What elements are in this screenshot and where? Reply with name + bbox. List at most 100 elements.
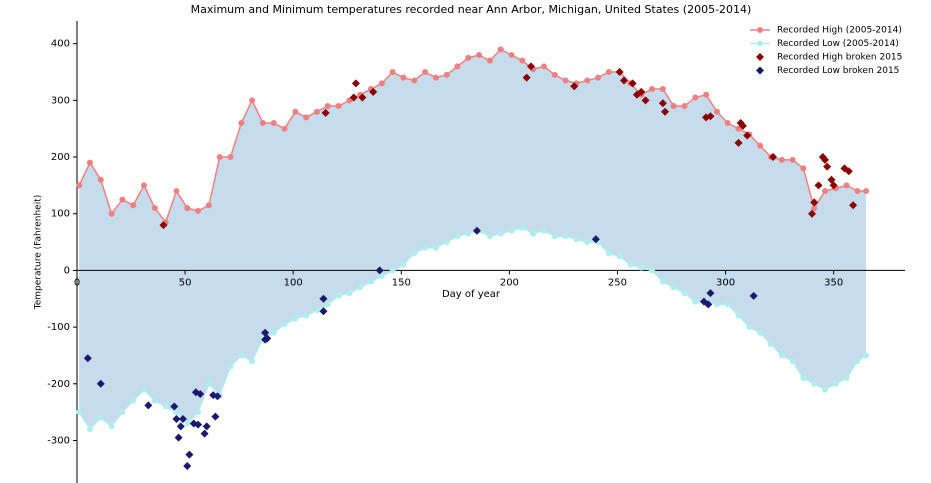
broken-record [734, 138, 743, 147]
point [432, 74, 439, 81]
point [313, 307, 320, 314]
broken-record [159, 221, 168, 230]
point [162, 403, 169, 410]
point [735, 125, 742, 132]
legend-label: Recorded Low broken 2015 [777, 66, 899, 76]
point [378, 80, 385, 87]
chart-title: Maximum and Minimum temperatures recorde… [191, 3, 752, 16]
y-tick-label: 100 [51, 209, 70, 220]
broken-record [814, 181, 823, 190]
broken-record [375, 266, 384, 275]
point [605, 69, 612, 76]
point [724, 301, 731, 308]
point [508, 227, 515, 234]
point [562, 77, 569, 84]
point [789, 358, 796, 365]
point [692, 298, 699, 305]
legend-marker [756, 53, 764, 61]
point [173, 409, 180, 416]
broken-record [185, 450, 194, 459]
point [227, 154, 234, 161]
point [519, 57, 526, 64]
point [616, 253, 623, 260]
broken-record [849, 201, 858, 210]
point [724, 120, 731, 127]
fill-between [79, 49, 867, 430]
point [173, 188, 180, 195]
point [843, 375, 850, 382]
point [540, 63, 547, 70]
point [692, 94, 699, 101]
x-axis-label: Day of year [442, 289, 501, 300]
broken-record [526, 62, 535, 71]
point [400, 261, 407, 268]
point [863, 352, 870, 359]
broken-record [183, 461, 192, 470]
broken-record [351, 79, 360, 88]
point [486, 233, 493, 240]
point [130, 397, 137, 404]
point [389, 267, 396, 274]
legend-marker [757, 40, 763, 47]
legend-label: Recorded Low (2005-2014) [777, 39, 899, 49]
point [389, 69, 396, 76]
point [195, 409, 202, 416]
point [735, 312, 742, 319]
x-tick-label: 0 [74, 277, 80, 288]
x-tick-label: 200 [500, 277, 519, 288]
legend-label: Recorded High (2005-2014) [777, 26, 902, 36]
x-tick-label: 50 [179, 277, 192, 288]
point [303, 114, 310, 121]
broken-record [637, 87, 646, 96]
broken-record [706, 112, 715, 121]
broken-record [196, 390, 205, 399]
point [551, 71, 558, 78]
point [141, 386, 148, 393]
point [249, 97, 256, 104]
point [530, 230, 537, 237]
point [659, 86, 666, 93]
point [76, 409, 83, 416]
point [184, 205, 191, 212]
point [227, 363, 234, 370]
broken-record [808, 209, 817, 218]
broken-record [704, 300, 713, 309]
point [151, 205, 158, 212]
broken-record [211, 412, 220, 421]
point [843, 182, 850, 189]
point [108, 210, 115, 217]
point [649, 267, 656, 274]
broken-record [319, 294, 328, 303]
y-tick-label: -100 [47, 322, 70, 333]
point [573, 236, 580, 243]
point [335, 292, 342, 299]
point [757, 329, 764, 336]
x-tick-label: 150 [392, 277, 411, 288]
point [713, 301, 720, 308]
point [422, 244, 429, 251]
broken-record [844, 167, 853, 176]
y-tick-label: 200 [51, 152, 70, 163]
point [324, 103, 331, 110]
y-tick-label: -300 [47, 435, 70, 446]
point [357, 284, 364, 291]
point [822, 188, 829, 195]
point [216, 154, 223, 161]
point [649, 86, 656, 93]
broken-record [823, 162, 832, 171]
point [422, 69, 429, 76]
point [465, 54, 472, 61]
point [863, 188, 870, 195]
point [811, 205, 818, 212]
point [281, 321, 288, 328]
point [497, 46, 504, 53]
y-axis-label: Temperature (Fahrenheit) [34, 195, 44, 310]
point [486, 57, 493, 64]
point [638, 264, 645, 271]
point [97, 176, 104, 183]
broken-record [213, 392, 222, 401]
point [151, 397, 158, 404]
broken-record [194, 420, 203, 429]
legend-marker [756, 66, 764, 75]
broken-record [321, 108, 330, 117]
